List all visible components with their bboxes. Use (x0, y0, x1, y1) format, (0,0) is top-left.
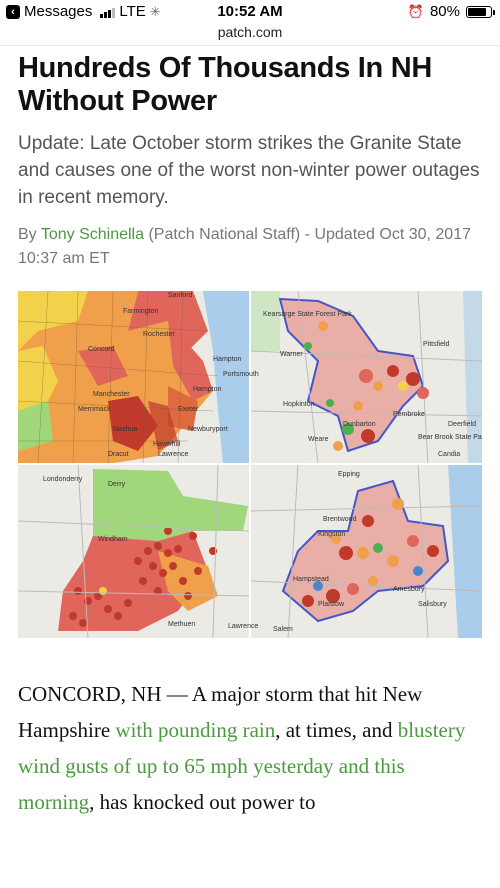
map-label: Derry (108, 481, 126, 488)
map-label: Salisbury (418, 601, 447, 608)
map-place-labels: Sanford Farmington Rochester Concord Manches… (43, 292, 482, 633)
url-text[interactable]: patch.com (217, 24, 283, 40)
map-label: Exeter (178, 406, 199, 413)
map-label: Amesbury (393, 586, 425, 593)
map-label: Candia (438, 451, 460, 458)
map-panel-outage-pins (18, 463, 251, 638)
byline-prefix: By (18, 226, 41, 243)
map-label: Pittsfield (423, 341, 450, 348)
map-label: Dunbarton (343, 421, 376, 428)
back-to-app-icon[interactable]: ‹ (6, 4, 20, 19)
author-link[interactable]: Tony Schinella (40, 226, 144, 243)
map-panel-outage-polygons-north (249, 291, 482, 465)
map-label: Weare (308, 436, 329, 443)
map-label: Methuen (168, 621, 195, 628)
map-label: Sanford (168, 292, 193, 299)
status-bar: ‹ Messages LTE ✳ 10:52 AM ⏰ 80% (0, 0, 500, 24)
map-label: Haverhill (153, 441, 181, 448)
map-label: Epping (338, 471, 360, 478)
map-label: Hampton (213, 356, 242, 363)
map-label: Hampton (193, 386, 222, 393)
map-label: Plaistow (318, 601, 345, 608)
article-headline: Hundreds Of Thousands In NH Without Powe… (18, 52, 433, 117)
map-label: Brentwood (323, 516, 357, 523)
map-label: Rochester (143, 331, 176, 338)
map-panel-town-choropleth (18, 291, 250, 465)
map-label: Hampstead (293, 576, 329, 583)
loading-spinner-icon: ✳ (149, 3, 161, 19)
pin-cluster (69, 527, 217, 627)
map-label: Salem (273, 626, 293, 633)
map-label: Warner (280, 351, 303, 358)
map-label: Dracut (108, 451, 129, 458)
map-label: Kingston (318, 531, 345, 538)
network-type: LTE (119, 3, 146, 20)
map-label: Nashua (113, 426, 137, 433)
map-label: Kearsarge State Forest Park (263, 311, 352, 318)
map-label: Deerfield (448, 421, 476, 428)
map-label: Concord (88, 346, 115, 353)
battery-percent: 80% (429, 3, 460, 20)
map-label: Bear Brook State Park (418, 434, 482, 441)
article-header: Hundreds Of Thousands In NH Without Powe… (18, 52, 482, 271)
wind-gusts-link[interactable]: blustery wind gusts of up to 65 mph yest… (18, 718, 466, 814)
status-right: ⏰ 80% (407, 3, 495, 20)
map-label: Farmington (123, 308, 159, 315)
map-label: Lawrence (158, 451, 188, 458)
signal-strength-icon (100, 6, 116, 18)
address-bar[interactable]: patch.com (0, 24, 500, 46)
map-label: Pembroke (393, 411, 425, 418)
map-label: Newburyport (188, 426, 228, 433)
outage-map-collage: Sanford Farmington Rochester Concord Manches… (18, 291, 482, 638)
map-label: Windham (98, 536, 128, 543)
status-left: ‹ Messages LTE ✳ (6, 3, 161, 20)
article-byline: By Tony Schinella (Patch National Staff)… (18, 223, 482, 271)
outage-map-image[interactable]: Sanford Farmington Rochester Concord Manches… (18, 291, 482, 638)
body-text-1: CONCORD, NH — A major storm that hit New… (18, 682, 423, 742)
battery-icon (466, 5, 495, 18)
body-text-2: , at times, and (275, 718, 398, 742)
article-dek: Update: Late October storm strikes the G… (18, 133, 480, 208)
byline-meta: (Patch National Staff) - Updated Oct 30,… (18, 226, 471, 267)
map-label: Merrimack (78, 406, 111, 413)
body-text-3: , has knocked out power to (89, 790, 316, 814)
map-panel-outage-polygons-south (249, 463, 482, 638)
pounding-rain-link[interactable]: with pounding rain (115, 718, 276, 742)
map-label: Hopkinton (283, 401, 315, 408)
map-label: Portsmouth (223, 371, 259, 378)
map-label: Manchester (93, 391, 130, 398)
article-body: CONCORD, NH — A major storm that hit New… (18, 676, 482, 820)
alarm-clock-icon: ⏰ (407, 3, 424, 19)
map-label: Londonderry (43, 476, 83, 483)
back-to-app-label[interactable]: Messages (24, 3, 93, 20)
map-label: Lawrence (228, 623, 258, 630)
